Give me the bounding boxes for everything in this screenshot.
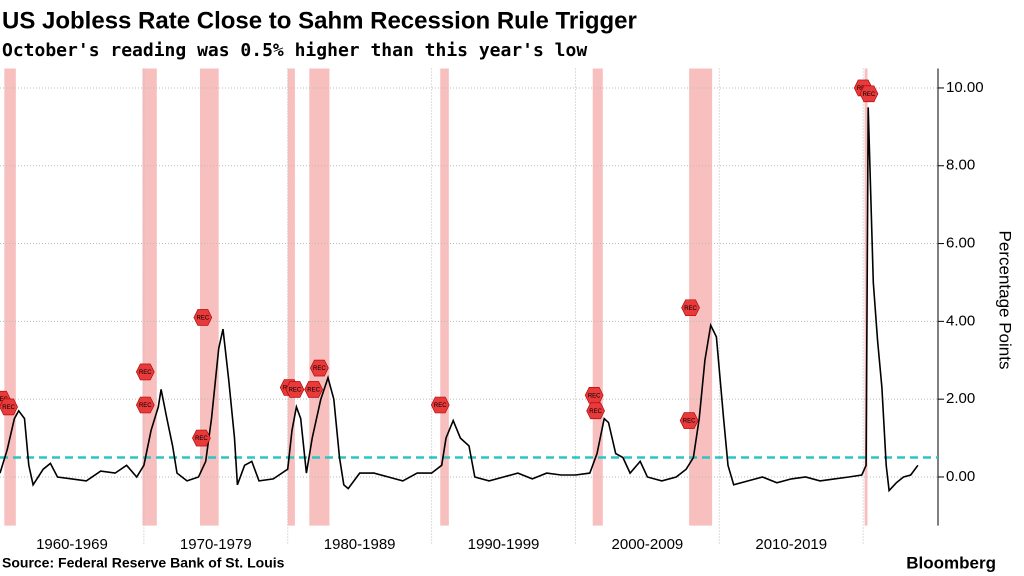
x-tick-label: 1970-1979 [180, 536, 252, 553]
rec-marker [584, 386, 604, 404]
rec-marker-label: REC [139, 403, 152, 409]
x-tick-label: 1980-1989 [324, 536, 396, 553]
source: Source: Federal Reserve Bank of St. Loui… [2, 555, 285, 571]
rec-marker [193, 309, 213, 326]
brand: Bloomberg [906, 553, 996, 572]
y-tick-label: 0.00 [946, 468, 975, 485]
rec-marker-label: REC [684, 306, 697, 312]
y-tick-label: 2.00 [946, 390, 975, 407]
rec-marker-label: REC [589, 409, 602, 415]
rec-marker [679, 412, 699, 429]
rec-marker-label: REC [313, 366, 326, 372]
rec-marker [430, 396, 450, 414]
x-tick-label: 2010-2019 [755, 536, 827, 553]
x-tick-label: 2000-2009 [612, 536, 684, 553]
rec-marker-label: REC [588, 393, 601, 399]
rec-marker-label: REC [307, 388, 320, 394]
rec-marker [304, 381, 323, 398]
rec-marker [310, 359, 329, 377]
rec-marker-label: REC [434, 403, 447, 409]
recession-band [199, 68, 219, 526]
rec-marker [285, 381, 305, 398]
rec-marker-label: REC [2, 405, 15, 411]
y-tick-label: 10.00 [946, 79, 984, 96]
y-tick-label: 6.00 [946, 235, 975, 252]
recession-band [440, 68, 449, 526]
rec-marker-label: REC [195, 436, 208, 442]
y-tick-label: 4.00 [946, 312, 975, 329]
rec-marker-label: REC [289, 388, 302, 394]
rec-marker [586, 402, 605, 420]
rec-marker-label: REC [139, 370, 152, 376]
rec-marker [135, 363, 155, 381]
data-line [0, 107, 919, 493]
rec-marker-label: REC [197, 316, 210, 322]
x-tick-label: 1990-1999 [468, 536, 540, 553]
rec-marker [0, 398, 18, 416]
rec-marker [192, 429, 211, 447]
rec-marker [859, 85, 879, 103]
y-tick-label: 8.00 [946, 157, 975, 174]
x-tick-label: 1960-1969 [36, 536, 108, 553]
rec-marker-label: REC [683, 419, 696, 425]
chart-title: US Jobless Rate Close to Sahm Recession … [2, 7, 637, 34]
rec-marker [681, 299, 700, 317]
recession-band [309, 68, 330, 526]
recession-band [592, 68, 603, 526]
recession-band [689, 68, 713, 526]
recession-band [287, 68, 295, 526]
recession-band [864, 68, 868, 526]
rec-marker-label: REC [863, 92, 876, 98]
rec-marker [135, 396, 155, 414]
recession-band [4, 68, 16, 526]
y-axis-label: Percentage Points [996, 231, 1015, 370]
chart-subtitle: October's reading was 0.5% higher than t… [2, 40, 587, 61]
